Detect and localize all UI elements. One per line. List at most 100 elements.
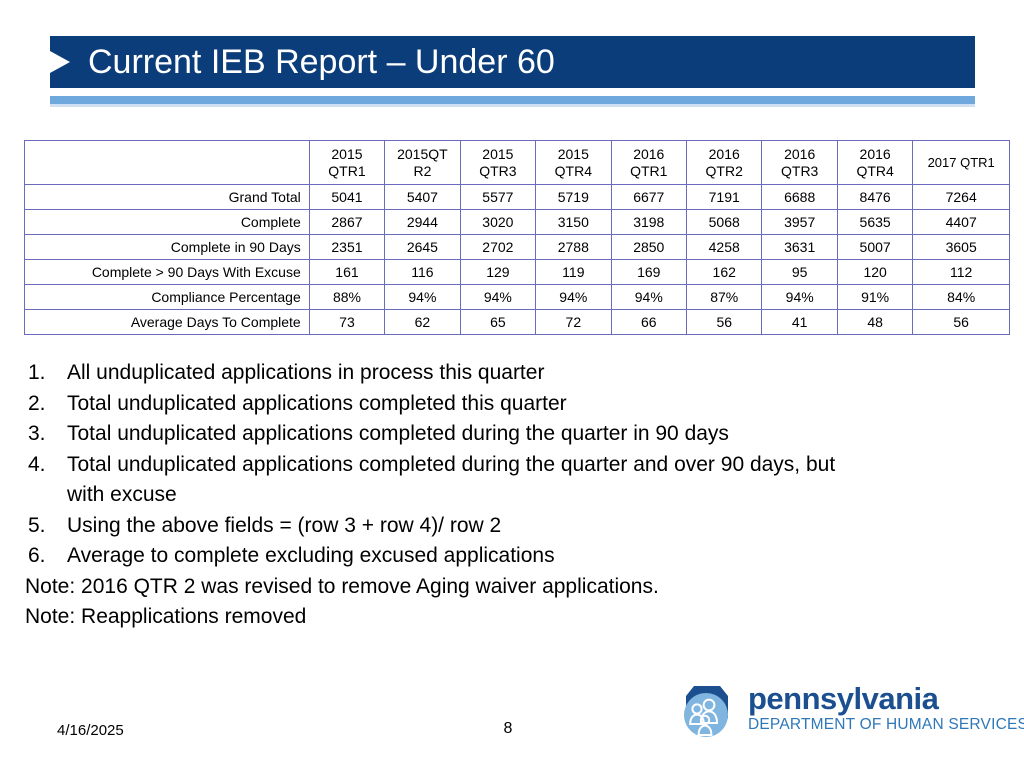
cell: 5635 — [836, 209, 914, 235]
cell: 95 — [761, 259, 838, 285]
list-item: 1. All unduplicated applications in proc… — [25, 358, 875, 389]
cell: 119 — [535, 259, 612, 285]
logo-subtitle: DEPARTMENT OF HUMAN SERVICES — [748, 716, 1024, 733]
cell: 3957 — [761, 209, 838, 235]
list-item: 2. Total unduplicated applications compl… — [25, 389, 875, 420]
cell: 6688 — [761, 184, 838, 210]
column-header-line1: 2015 — [557, 145, 589, 162]
cell: 94% — [384, 284, 461, 310]
ieb-report-table: 2015 QTR1 2015QT R2 2015 QTR3 2015 QTR4 … — [24, 140, 1010, 335]
column-header-line2: QTR2 — [705, 162, 743, 179]
cell: 5007 — [836, 234, 914, 260]
cell: 3198 — [610, 209, 688, 235]
title-banner: Current IEB Report – Under 60 — [50, 36, 975, 88]
row-label-complete-over-90-days-with-excuse: Complete > 90 Days With Excuse — [24, 259, 310, 285]
column-header-2016-qtr4: 2016 QTR4 — [836, 140, 914, 185]
column-header-line1: 2017 QTR1 — [927, 155, 995, 170]
table-row: Complete in 90 Days 2351 2645 2702 2788 … — [24, 234, 1010, 260]
logo-wordmark: pennsylvania DEPARTMENT OF HUMAN SERVICE… — [748, 682, 1024, 734]
cell: 129 — [459, 259, 537, 285]
list-item-number: 5. — [28, 513, 46, 537]
cell: 8476 — [836, 184, 914, 210]
column-header-2015-qtr3: 2015 QTR3 — [459, 140, 537, 185]
list-item: 6. Average to complete excluding excused… — [25, 541, 875, 572]
cell: 120 — [836, 259, 914, 285]
column-header-line2: QTR3 — [781, 162, 819, 179]
cell: 5407 — [384, 184, 461, 210]
column-header-line1: 2016 — [708, 145, 740, 162]
row-label-complete-in-90-days: Complete in 90 Days — [24, 234, 310, 260]
note-line: Note: 2016 QTR 2 was revised to remove A… — [25, 574, 659, 598]
list-item-number: 4. — [28, 452, 46, 476]
cell: 84% — [912, 284, 1010, 310]
table-row: Complete 2867 2944 3020 3150 3198 5068 3… — [24, 209, 1010, 235]
triangle-arrow-icon — [50, 51, 70, 73]
list-item-text: Total unduplicated applications complete… — [67, 452, 836, 507]
cell: 5719 — [535, 184, 612, 210]
list-item-text: Using the above fields = (row 3 + row 4)… — [67, 513, 502, 537]
cell: 161 — [308, 259, 386, 285]
cell: 2867 — [308, 209, 386, 235]
list-item-text: Total unduplicated applications complete… — [67, 422, 729, 445]
cell: 5068 — [685, 209, 763, 235]
cell: 73 — [308, 309, 386, 335]
cell: 7264 — [912, 184, 1010, 210]
cell: 94% — [535, 284, 612, 310]
title-underline-bar — [50, 96, 975, 107]
column-header-line1: 2016 — [859, 145, 891, 162]
cell: 5041 — [308, 184, 386, 210]
column-header-2017-qtr1: 2017 QTR1 — [912, 140, 1010, 185]
list-item: 3. Total unduplicated applications compl… — [25, 419, 875, 450]
cell: 3605 — [912, 234, 1010, 260]
column-header-line1: 2015QT — [397, 145, 448, 162]
note-line: Note: Reapplications removed — [25, 605, 307, 628]
cell: 116 — [384, 259, 461, 285]
column-header-line1: 2015 — [331, 145, 363, 162]
cell: 72 — [535, 309, 612, 335]
table-row: Complete > 90 Days With Excuse 161 116 1… — [24, 259, 1010, 285]
table-row: Grand Total 5041 5407 5577 5719 6677 719… — [24, 184, 1010, 210]
column-header-line2: QTR4 — [554, 162, 592, 179]
cell: 41 — [761, 309, 838, 335]
list-item-text: Average to complete excluding excused ap… — [67, 544, 555, 567]
cell: 88% — [308, 284, 386, 310]
footer-date: 4/16/2025 — [57, 722, 124, 739]
cell: 112 — [912, 259, 1010, 285]
cell: 7191 — [685, 184, 763, 210]
list-item-number: 2. — [28, 391, 46, 415]
list-item-number: 3. — [28, 422, 46, 445]
column-header-2015-qtr4: 2015 QTR4 — [535, 140, 612, 185]
explanation-list: 1. All unduplicated applications in proc… — [25, 358, 875, 633]
cell: 3020 — [459, 209, 537, 235]
cell: 48 — [836, 309, 914, 335]
cell: 4258 — [685, 234, 763, 260]
cell: 2645 — [384, 234, 461, 260]
cell: 87% — [685, 284, 763, 310]
list-item: 5. Using the above fields = (row 3 + row… — [25, 511, 875, 542]
cell: 2850 — [610, 234, 688, 260]
column-header-line2: QTR1 — [328, 162, 366, 179]
list-item-text: All unduplicated applications in process… — [67, 361, 545, 384]
column-header-line2: QTR1 — [630, 162, 668, 179]
keystone-logo-icon — [676, 680, 738, 742]
cell: 6677 — [610, 184, 688, 210]
cell: 94% — [610, 284, 688, 310]
cell: 4407 — [912, 209, 1010, 235]
cell: 56 — [912, 309, 1010, 335]
row-label-grand-total: Grand Total — [24, 184, 310, 210]
row-label-compliance-percentage: Compliance Percentage — [24, 284, 310, 310]
page-title: Current IEB Report – Under 60 — [88, 43, 555, 81]
cell: 162 — [685, 259, 763, 285]
column-header-2016-qtr3: 2016 QTR3 — [761, 140, 838, 185]
list-item: 4. Total unduplicated applications compl… — [25, 450, 875, 511]
pa-dhs-logo: pennsylvania DEPARTMENT OF HUMAN SERVICE… — [676, 680, 1024, 742]
column-header-line2: QTR3 — [479, 162, 517, 179]
column-header-2016-qtr1: 2016 QTR1 — [610, 140, 688, 185]
cell: 91% — [836, 284, 914, 310]
list-item-number: 6. — [28, 544, 46, 567]
cell: 169 — [610, 259, 688, 285]
cell: 5577 — [459, 184, 537, 210]
column-header-line1: 2016 — [633, 145, 665, 162]
cell: 65 — [459, 309, 537, 335]
cell: 2788 — [535, 234, 612, 260]
